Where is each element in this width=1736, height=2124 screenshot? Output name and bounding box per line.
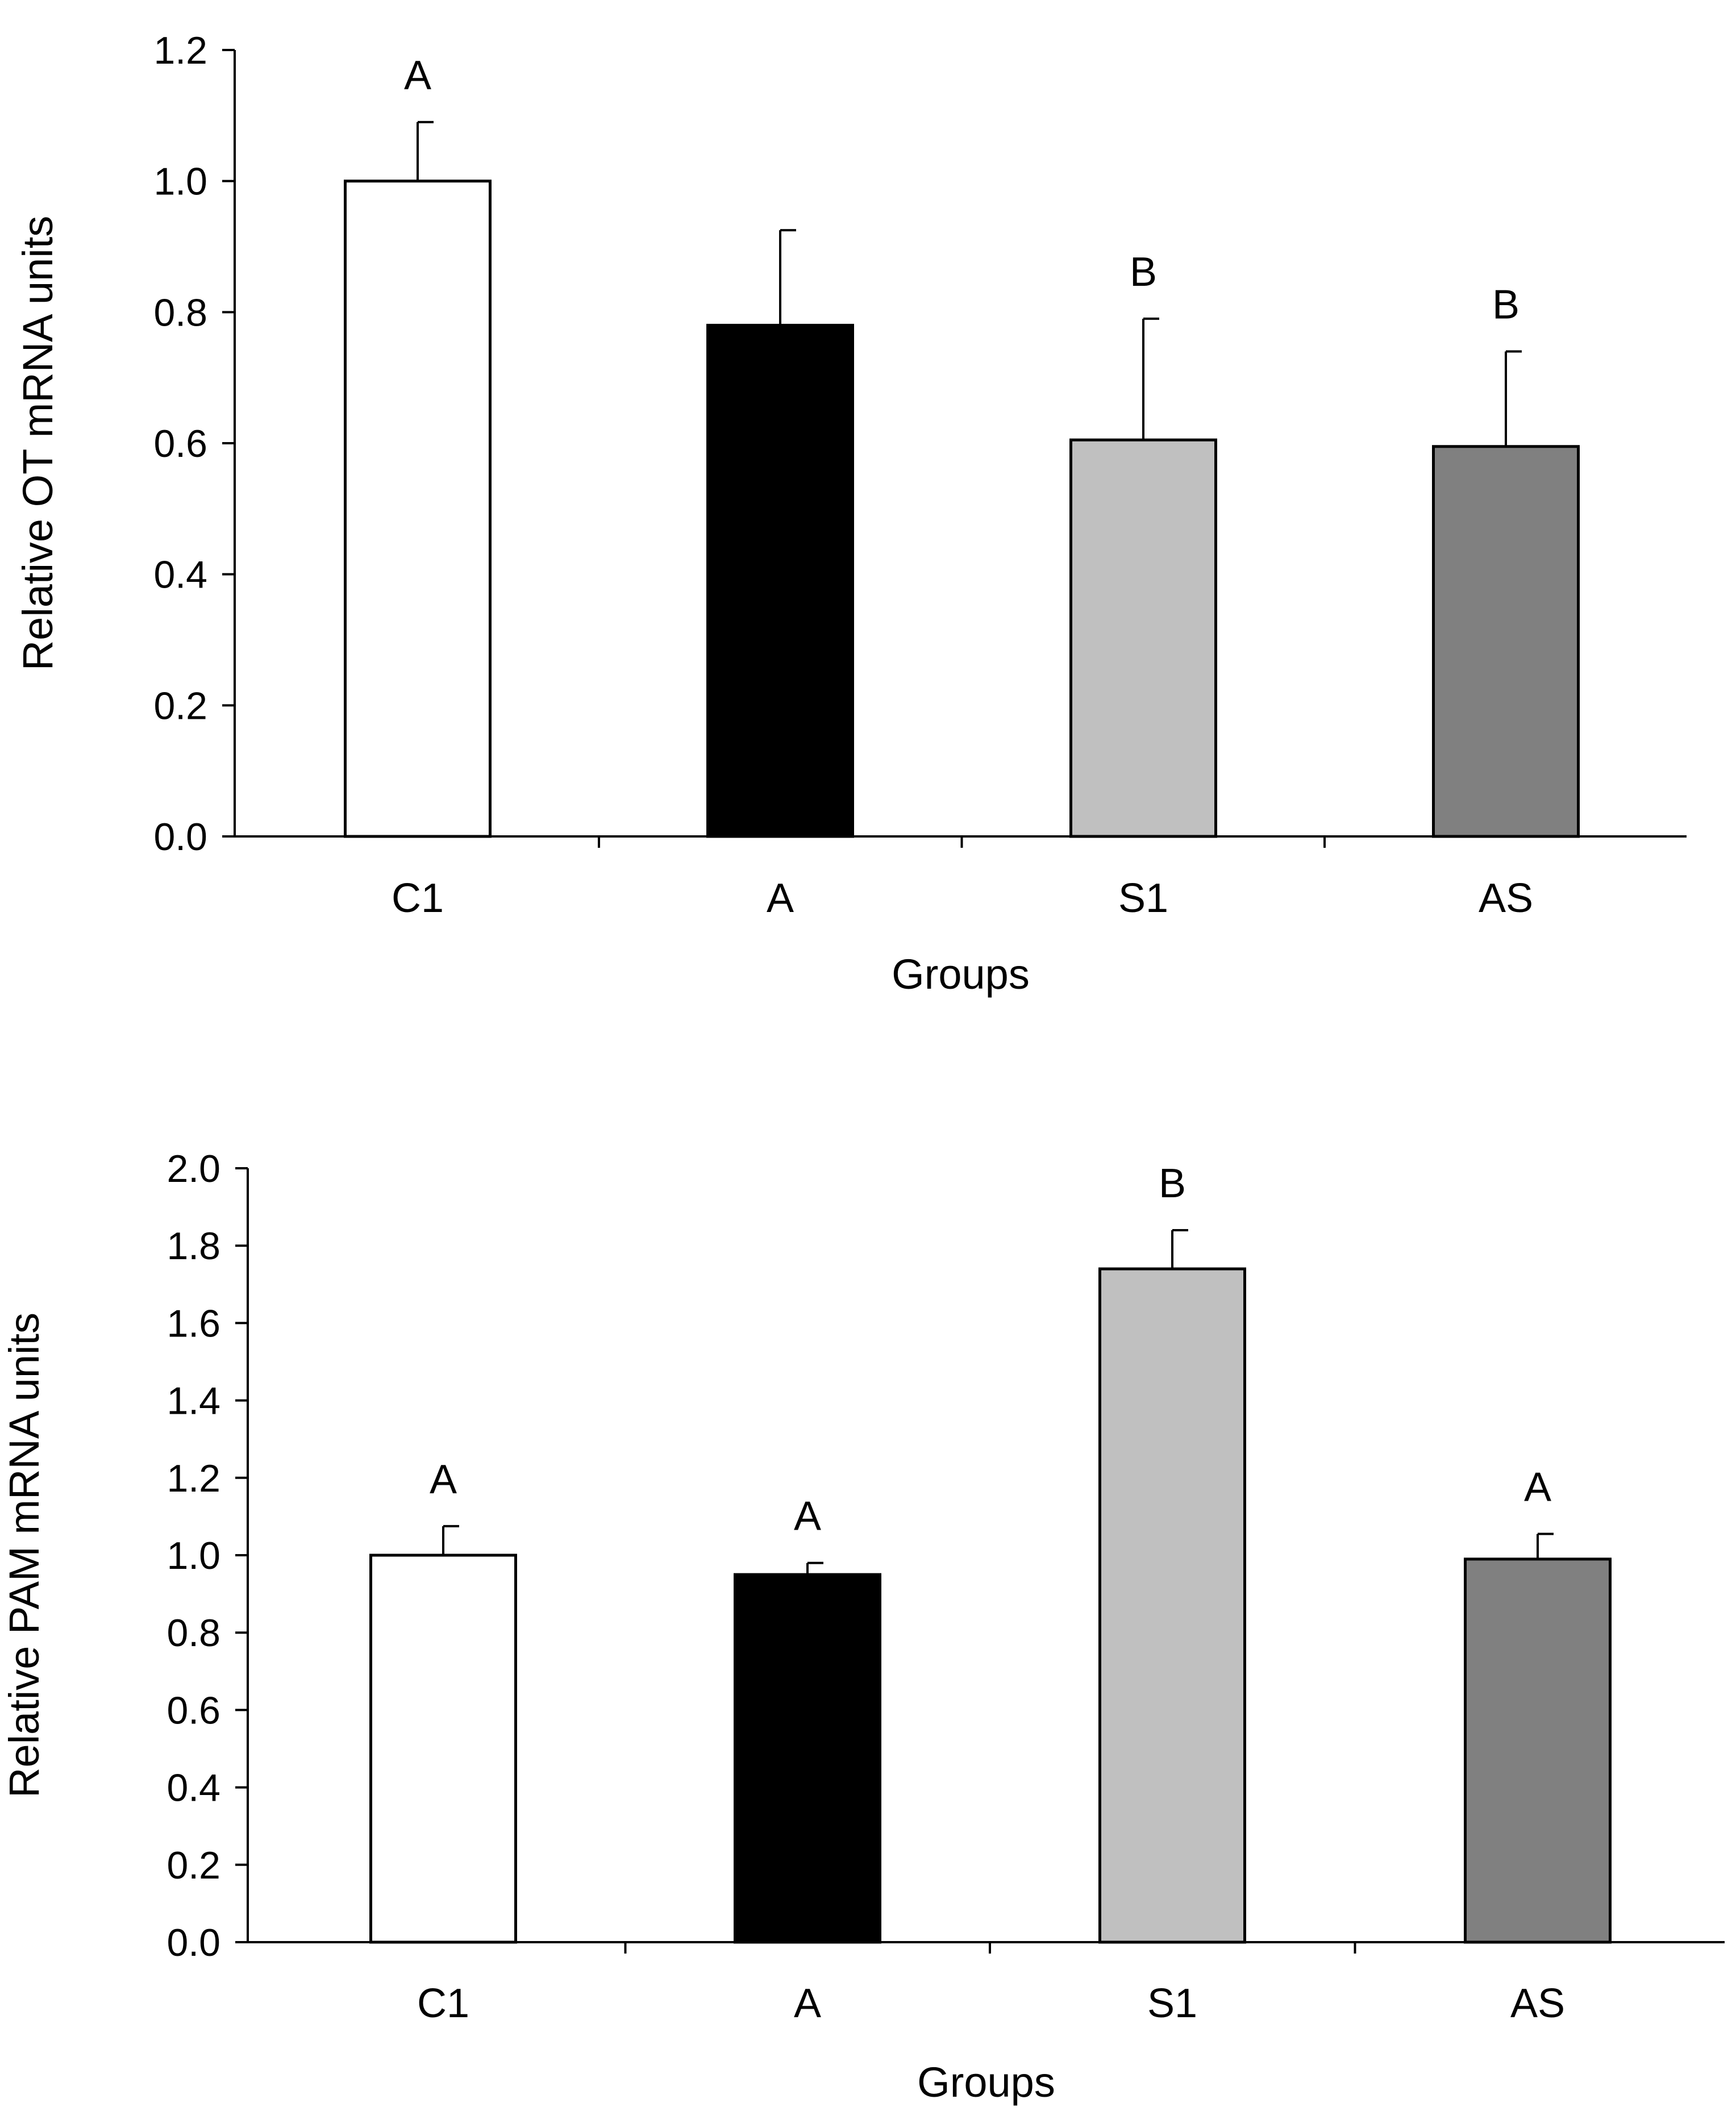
- x-category-label: S1: [1147, 1981, 1197, 2026]
- y-tick-label: 1.4: [166, 1380, 220, 1423]
- bar-a: [734, 1573, 881, 1944]
- y-tick-label: 0.8: [153, 291, 207, 334]
- bar-c1: [344, 180, 492, 838]
- y-axis-title: Relative OT mRNA units: [14, 216, 61, 671]
- y-axis-title: Relative PAM mRNA units: [1, 1313, 48, 1798]
- y-tick-label: 0.6: [166, 1689, 220, 1732]
- y-tick-label: 1.0: [166, 1534, 220, 1577]
- y-tick-label: 1.0: [153, 160, 207, 203]
- x-category-label: A: [767, 876, 794, 921]
- significance-label: A: [794, 1494, 821, 1539]
- significance-label: A: [1524, 1465, 1551, 1510]
- bar-as: [1464, 1557, 1612, 1944]
- x-category-label: S1: [1118, 876, 1168, 921]
- x-category-label: C1: [417, 1981, 469, 2026]
- significance-label: A: [404, 53, 431, 98]
- ot-mrna-chart: 0.0 0.2 0.4 0.6 0.8 1.0 1.2 C1 A A S1 B AS B Groups Rel…: [14, 29, 1687, 998]
- significance-label: B: [1159, 1161, 1186, 1206]
- bar-s1: [1069, 438, 1217, 838]
- y-tick-label: 1.6: [166, 1302, 220, 1345]
- bar-s1: [1098, 1267, 1246, 1944]
- x-axis-title: Groups: [892, 951, 1030, 998]
- y-tick-label: 1.2: [166, 1457, 220, 1500]
- bar-as: [1432, 445, 1580, 838]
- significance-label: A: [430, 1457, 457, 1502]
- y-tick-label: 1.8: [166, 1225, 220, 1268]
- significance-label: B: [1492, 282, 1519, 328]
- x-category-label: AS: [1479, 876, 1533, 921]
- bar-c1: [369, 1554, 517, 1944]
- y-tick-label: 0.4: [166, 1767, 220, 1810]
- y-tick-label: 1.2: [153, 29, 207, 72]
- y-tick-label: 0.0: [166, 1921, 220, 1964]
- y-tick-label: 0.2: [166, 1844, 220, 1887]
- y-tick-label: 0.8: [166, 1611, 220, 1655]
- x-category-label: A: [794, 1981, 821, 2026]
- x-category-label: AS: [1510, 1981, 1565, 2026]
- y-tick-label: 0.2: [153, 684, 207, 727]
- y-tick-label: 0.0: [153, 815, 207, 859]
- x-axis-title: Groups: [917, 2059, 1055, 2106]
- significance-label: B: [1130, 249, 1157, 295]
- y-tick-label: 0.6: [153, 422, 207, 465]
- y-tick-label: 0.4: [153, 553, 207, 597]
- x-category-label: C1: [392, 876, 444, 921]
- bar-a: [706, 323, 854, 838]
- y-tick-label: 2.0: [166, 1147, 220, 1190]
- pam-mrna-chart: 0.0 0.2 0.4 0.6 0.8 1.0 1.2 1.4 1.6 1.8 2.0 C1 A A A S1…: [1, 1147, 1725, 2106]
